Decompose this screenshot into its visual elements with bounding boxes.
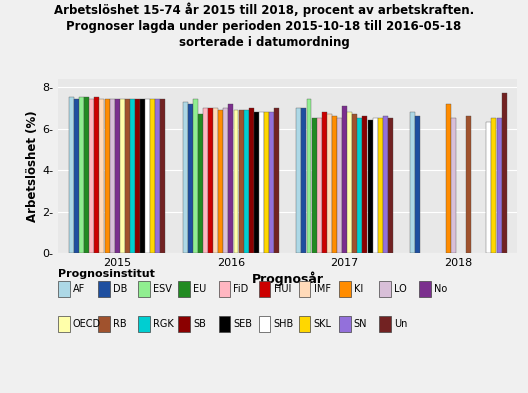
Bar	[496, 118, 502, 253]
Bar	[188, 104, 193, 253]
Bar	[347, 112, 352, 253]
Text: SKL: SKL	[314, 319, 332, 329]
Bar	[352, 114, 357, 253]
Bar	[130, 99, 135, 253]
Text: Arbetslöshet 15-74 år 2015 till 2018, procent av arbetskraften.
Prognoser lagda : Arbetslöshet 15-74 år 2015 till 2018, pr…	[54, 2, 474, 48]
Bar	[155, 99, 161, 253]
Bar	[120, 99, 125, 253]
Text: AF: AF	[73, 284, 85, 294]
Bar	[229, 104, 233, 253]
Text: SB: SB	[193, 319, 206, 329]
Bar	[208, 108, 213, 253]
Bar	[218, 110, 223, 253]
Bar	[322, 112, 327, 253]
Bar	[264, 112, 269, 253]
Bar	[327, 114, 332, 253]
Bar	[301, 108, 306, 253]
Bar	[378, 118, 383, 253]
Text: IMF: IMF	[314, 284, 331, 294]
Bar	[249, 108, 254, 253]
Text: KI: KI	[354, 284, 363, 294]
Bar	[213, 108, 218, 253]
Bar	[342, 106, 347, 253]
Bar	[110, 99, 115, 253]
Bar	[99, 99, 105, 253]
Bar	[95, 97, 99, 253]
Text: SN: SN	[354, 319, 367, 329]
Bar	[79, 97, 84, 253]
Bar	[486, 122, 492, 253]
Text: ESV: ESV	[153, 284, 172, 294]
Text: RGK: RGK	[153, 319, 174, 329]
Bar	[317, 118, 322, 253]
Bar	[203, 108, 208, 253]
Bar	[307, 99, 312, 253]
Bar	[367, 120, 373, 253]
Bar	[69, 97, 74, 253]
Text: SHB: SHB	[274, 319, 294, 329]
Bar	[89, 99, 95, 253]
Bar	[183, 101, 187, 253]
Bar	[254, 112, 259, 253]
Text: SEB: SEB	[233, 319, 252, 329]
Bar	[269, 112, 274, 253]
Bar	[502, 93, 506, 253]
Bar	[193, 99, 198, 253]
Bar	[74, 99, 79, 253]
Bar	[259, 112, 264, 253]
Bar	[362, 116, 367, 253]
Bar	[274, 108, 279, 253]
Bar	[135, 99, 140, 253]
Bar	[223, 108, 228, 253]
Bar	[140, 99, 145, 253]
X-axis label: Prognosår: Prognosår	[252, 271, 324, 286]
Text: OECD: OECD	[73, 319, 101, 329]
Bar	[410, 112, 415, 253]
Text: DB: DB	[113, 284, 127, 294]
Bar	[446, 104, 450, 253]
Bar	[312, 118, 317, 253]
Bar	[383, 116, 388, 253]
Bar	[150, 99, 155, 253]
Bar	[198, 114, 203, 253]
Bar	[357, 118, 362, 253]
Y-axis label: Arbetslöshet (%): Arbetslöshet (%)	[26, 110, 39, 222]
Bar	[125, 99, 130, 253]
Bar	[451, 118, 456, 253]
Text: No: No	[434, 284, 447, 294]
Bar	[337, 118, 342, 253]
Bar	[466, 116, 471, 253]
Text: Un: Un	[394, 319, 407, 329]
Bar	[373, 118, 378, 253]
Bar	[115, 99, 120, 253]
Bar	[145, 99, 150, 253]
Bar	[296, 108, 301, 253]
Text: HUI: HUI	[274, 284, 291, 294]
Bar	[239, 110, 243, 253]
Bar	[233, 110, 239, 253]
Text: RB: RB	[113, 319, 127, 329]
Bar	[105, 99, 109, 253]
Text: FiD: FiD	[233, 284, 249, 294]
Text: EU: EU	[193, 284, 206, 294]
Bar	[388, 118, 393, 253]
Bar	[244, 110, 249, 253]
Text: LO: LO	[394, 284, 407, 294]
Bar	[492, 118, 496, 253]
Bar	[161, 99, 165, 253]
Text: Prognosinstitut: Prognosinstitut	[58, 269, 155, 279]
Bar	[415, 116, 420, 253]
Bar	[84, 97, 89, 253]
Bar	[332, 116, 337, 253]
